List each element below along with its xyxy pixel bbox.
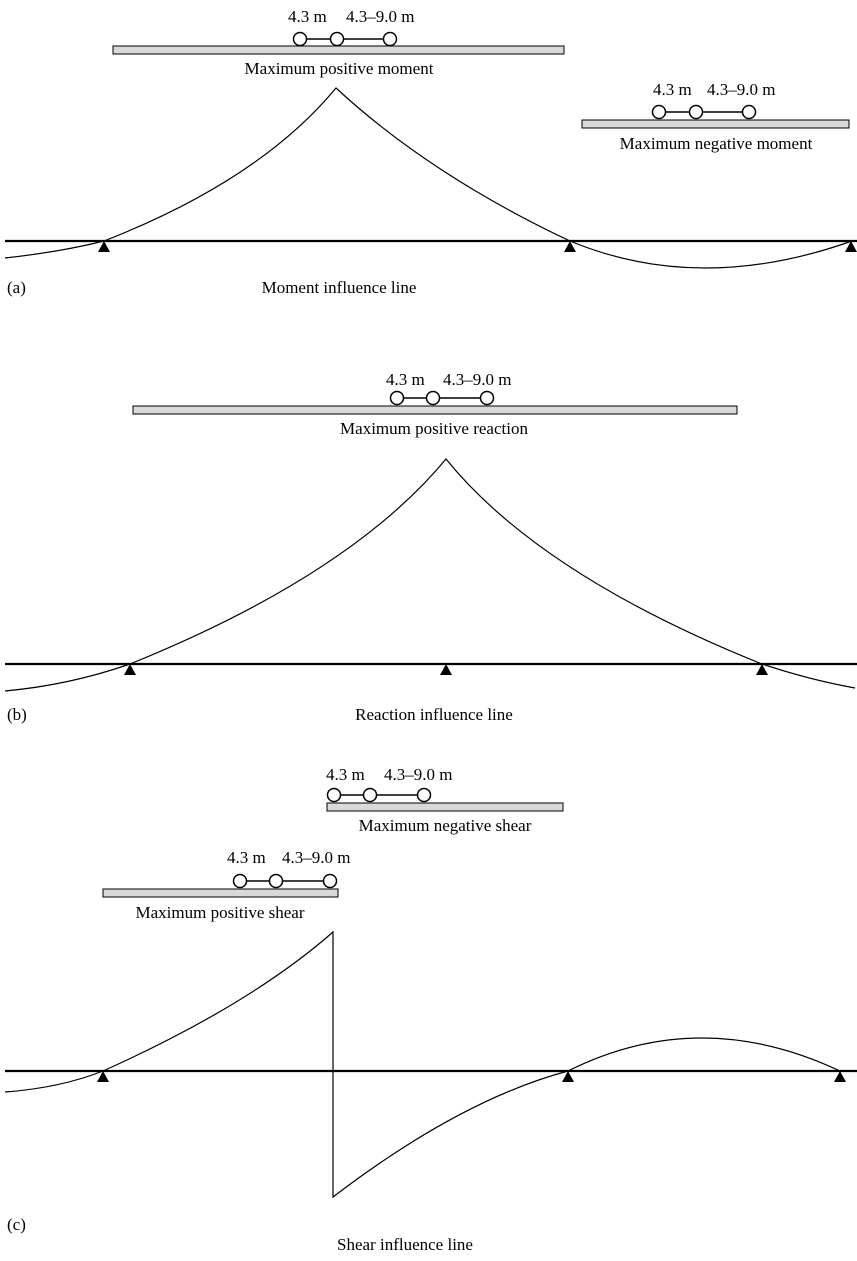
axle-wheel-1 bbox=[292, 31, 308, 47]
axle-wheel-2 bbox=[329, 31, 345, 47]
shear-influence-curve bbox=[4, 930, 841, 1199]
axle-wheel-2 bbox=[362, 787, 378, 803]
lane-load-bar bbox=[112, 45, 565, 55]
truck-max-positive-reaction: 4.3 m 4.3–9.0 m Maximum positive reactio… bbox=[132, 370, 738, 438]
lane-load-bar bbox=[326, 802, 564, 812]
support-1 bbox=[124, 664, 136, 675]
support-3 bbox=[834, 1071, 846, 1082]
axle-wheel-2 bbox=[268, 873, 284, 889]
axle-spacing-1-label: 4.3 m bbox=[386, 370, 425, 389]
max-positive-shear-label: Maximum positive shear bbox=[135, 903, 304, 922]
axle-wheel-3 bbox=[741, 104, 757, 120]
lane-load-bar bbox=[132, 405, 738, 415]
lane-load-bar bbox=[581, 119, 850, 129]
reaction-influence-curve bbox=[4, 458, 856, 692]
axle-spacing-1-label: 4.3 m bbox=[227, 848, 266, 867]
max-negative-moment-label: Maximum negative moment bbox=[620, 134, 813, 153]
axle-wheel-1 bbox=[389, 390, 405, 406]
axle-wheel-1 bbox=[651, 104, 667, 120]
support-1 bbox=[97, 1071, 109, 1082]
panel-b-tag: (b) bbox=[7, 705, 27, 724]
panel-c-tag: (c) bbox=[7, 1215, 26, 1234]
support-2 bbox=[564, 241, 576, 252]
panel-a: 4.3 m 4.3–9.0 m Maximum positive moment … bbox=[4, 7, 857, 297]
panel-c: 4.3 m 4.3–9.0 m Maximum negative shear 4… bbox=[4, 765, 857, 1254]
axle-spacing-1-label: 4.3 m bbox=[326, 765, 365, 784]
axle-wheel-3 bbox=[416, 787, 432, 803]
axle-spacing-2-label: 4.3–9.0 m bbox=[282, 848, 350, 867]
panel-a-tag: (a) bbox=[7, 278, 26, 297]
axle-spacing-2-label: 4.3–9.0 m bbox=[443, 370, 511, 389]
axle-wheel-3 bbox=[382, 31, 398, 47]
axle-wheel-3 bbox=[322, 873, 338, 889]
max-positive-reaction-label: Maximum positive reaction bbox=[340, 419, 528, 438]
truck-max-positive-moment: 4.3 m 4.3–9.0 m Maximum positive moment bbox=[112, 7, 565, 78]
axle-spacing-1-label: 4.3 m bbox=[653, 80, 692, 99]
axle-spacing-2-label: 4.3–9.0 m bbox=[346, 7, 414, 26]
moment-influence-curve bbox=[4, 87, 853, 269]
support-2 bbox=[440, 664, 452, 675]
reaction-influence-line-caption: Reaction influence line bbox=[355, 705, 513, 724]
support-3 bbox=[756, 664, 768, 675]
support-2 bbox=[562, 1071, 574, 1082]
truck-max-positive-shear: 4.3 m 4.3–9.0 m Maximum positive shear bbox=[102, 848, 350, 922]
truck-max-negative-shear: 4.3 m 4.3–9.0 m Maximum negative shear bbox=[326, 765, 564, 835]
axle-spacing-2-label: 4.3–9.0 m bbox=[384, 765, 452, 784]
axle-spacing-2-label: 4.3–9.0 m bbox=[707, 80, 775, 99]
support-3 bbox=[845, 241, 857, 252]
truck-max-negative-moment: 4.3 m 4.3–9.0 m Maximum negative moment bbox=[581, 80, 850, 153]
lane-load-bar bbox=[102, 888, 339, 898]
axle-wheel-1 bbox=[326, 787, 342, 803]
panel-b: 4.3 m 4.3–9.0 m Maximum positive reactio… bbox=[4, 370, 857, 724]
max-positive-moment-label: Maximum positive moment bbox=[245, 59, 434, 78]
axle-wheel-1 bbox=[232, 873, 248, 889]
max-negative-shear-label: Maximum negative shear bbox=[359, 816, 532, 835]
axle-wheel-2 bbox=[425, 390, 441, 406]
shear-influence-line-caption: Shear influence line bbox=[337, 1235, 473, 1254]
axle-wheel-3 bbox=[479, 390, 495, 406]
axle-wheel-2 bbox=[688, 104, 704, 120]
moment-influence-line-caption: Moment influence line bbox=[262, 278, 417, 297]
support-1 bbox=[98, 241, 110, 252]
axle-spacing-1-label: 4.3 m bbox=[288, 7, 327, 26]
